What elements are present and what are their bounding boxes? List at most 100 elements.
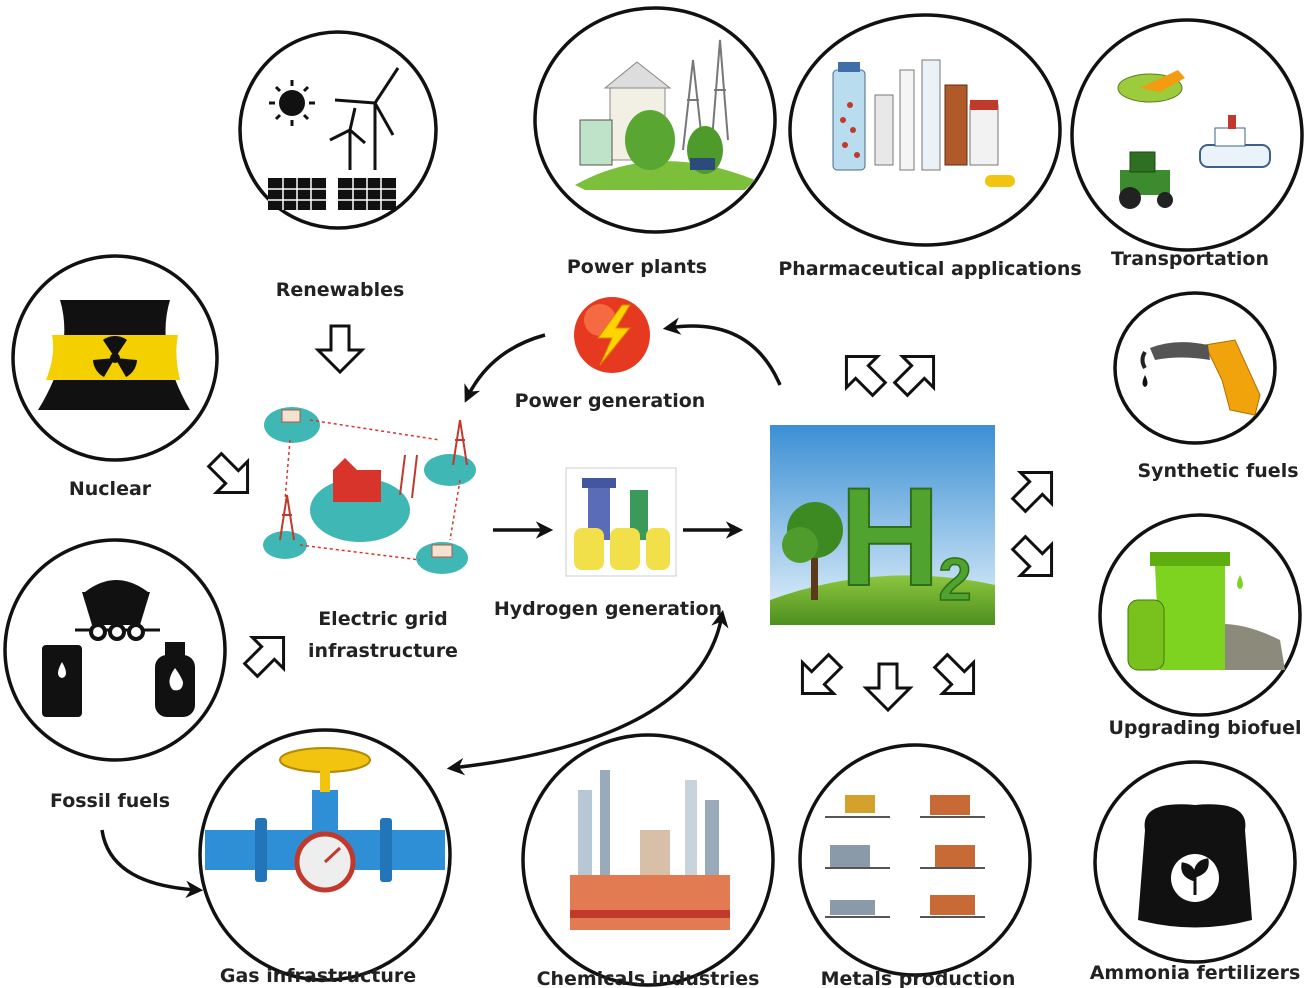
- electric-grid-node-part-part: [400, 455, 417, 498]
- transportation-node-part: [1157, 192, 1173, 208]
- pharma-node-part: [838, 62, 860, 72]
- hydrogen-generation-node-part: [646, 528, 670, 570]
- node-label: Hydrogen generation: [494, 598, 722, 620]
- gas-infrastructure-node-part: [255, 818, 267, 882]
- electric-grid-node-part: [432, 545, 452, 557]
- renewables-node: Renewables: [240, 32, 436, 301]
- node-label: Power generation: [515, 390, 706, 412]
- hydrogen-image: H 2: [770, 425, 995, 625]
- h2-symbol: H: [839, 458, 940, 615]
- pharma-node-part: [970, 105, 998, 165]
- pharma-node-part: [985, 175, 1015, 187]
- fossil-fuels-node: Fossil fuels: [5, 540, 225, 812]
- chemicals-node-part: [570, 910, 730, 918]
- fossil-fuels-node-part-part: [129, 625, 143, 639]
- hydrogen-generation-node: Hydrogen generation: [494, 468, 722, 620]
- biofuel-node-part: [1150, 552, 1230, 566]
- block-arrows-part: [831, 341, 895, 405]
- node-label: Renewables: [276, 279, 405, 301]
- power-generation-node: Power generation: [515, 297, 706, 412]
- node-label: Gas infrastructure: [220, 965, 416, 987]
- metals-node-part: [845, 795, 875, 813]
- node-label: infrastructure: [308, 640, 458, 662]
- fossil-fuels-node-part: [165, 642, 185, 656]
- power-plants-node: Power plants: [535, 8, 775, 278]
- transportation-node-part: [1130, 152, 1155, 172]
- electric-grid-node-part-part: [285, 440, 290, 500]
- fossil-fuels-node-part: [82, 592, 150, 625]
- block-arrows-part: [199, 444, 263, 508]
- block-arrows-part: [318, 326, 362, 372]
- synthetic-fuels-node-part: [1115, 293, 1275, 443]
- hydrogen-generation-node-part: [582, 478, 616, 488]
- pharma-node-part-part: [842, 142, 848, 148]
- diagram: Renewables Power plants Pharmaceutical a…: [0, 0, 1304, 988]
- pharma-node-part: [970, 100, 998, 110]
- pharma-node-part: [945, 85, 967, 165]
- hydrogen-generation-node-part: [610, 528, 640, 570]
- pharma-node-part: [900, 70, 914, 170]
- electric-grid-node-part: [424, 454, 476, 486]
- node-label: Chemicals industries: [537, 968, 760, 988]
- h2-subscript: 2: [938, 546, 971, 613]
- gas-infrastructure-node: Gas infrastructure: [200, 730, 450, 987]
- electric-grid-node: Electric grid infrastructure: [263, 407, 476, 662]
- renewables-node-part: [279, 90, 305, 116]
- gas-infrastructure-node-part: [380, 818, 392, 882]
- metals-node-part: [930, 795, 975, 915]
- electric-grid-node-part-part: [450, 480, 460, 540]
- electric-grid-node-part-part: [310, 420, 440, 440]
- fossil-fuels-node-part: [5, 540, 225, 760]
- metals-node-part-part: [830, 900, 875, 915]
- node-label: Ammonia fertilizers: [1090, 962, 1301, 984]
- transportation-node-part: [1072, 20, 1302, 250]
- biofuel-node: Upgrading biofuel: [1100, 515, 1302, 739]
- chemicals-node-part: [570, 875, 730, 930]
- power-plants-node-part: [690, 158, 715, 170]
- node-label: Synthetic fuels: [1137, 460, 1298, 482]
- block-arrows-part: [925, 645, 989, 709]
- flow-arrows-part: [668, 326, 780, 385]
- node-label: Pharmaceutical applications: [778, 258, 1081, 280]
- node-label: Nuclear: [69, 478, 152, 500]
- pharma-node-part-part: [854, 152, 860, 158]
- electric-grid-node-part: [282, 410, 300, 422]
- block-arrows-part: [1003, 457, 1067, 521]
- node-label: Power plants: [567, 256, 707, 278]
- chemicals-node: Chemicals industries: [523, 735, 773, 988]
- pharma-node-part-part: [840, 117, 846, 123]
- metals-node-part-part: [930, 795, 970, 815]
- pharma-node-part: [922, 60, 940, 170]
- synthetic-fuels-node: Synthetic fuels: [1115, 293, 1299, 482]
- pharma-node-part: [875, 95, 893, 165]
- electric-grid-node-part: [333, 470, 381, 502]
- pharma-node-part-part: [847, 102, 853, 108]
- fossil-fuels-node-part-part: [110, 625, 124, 639]
- transportation-node: Transportation: [1072, 20, 1302, 270]
- power-plants-node-part: [580, 120, 612, 165]
- node-label: Transportation: [1111, 248, 1269, 270]
- transportation-node-part: [1119, 187, 1141, 209]
- metals-node-part-part: [935, 845, 975, 867]
- fossil-fuels-node-part-part: [91, 625, 105, 639]
- biofuel-node-part: [1128, 600, 1164, 670]
- metals-node-part-part: [830, 845, 870, 867]
- transportation-node-part: [1228, 115, 1236, 129]
- pharma-node-part: [833, 70, 865, 170]
- block-arrows-part: [885, 341, 949, 405]
- electric-grid-node-part: [333, 458, 357, 470]
- block-arrows-part: [866, 664, 910, 710]
- fossil-fuels-node-part: [91, 625, 143, 639]
- fossil-fuels-node-part: [42, 645, 82, 717]
- node-label: Fossil fuels: [50, 790, 170, 812]
- node-label: Electric grid: [318, 608, 448, 630]
- metals-node-part-part: [930, 895, 975, 915]
- page: Renewables Power plants Pharmaceutical a…: [0, 0, 1304, 988]
- transportation-node-part: [1215, 128, 1245, 146]
- hydrogen-image-part: [782, 527, 818, 563]
- gas-infrastructure-node-part: [312, 790, 338, 830]
- flow-arrows-part: [467, 335, 545, 398]
- nuclear-node: Nuclear: [13, 256, 217, 500]
- pharma-node-part-part: [850, 127, 856, 133]
- transportation-node-part: [1200, 145, 1270, 167]
